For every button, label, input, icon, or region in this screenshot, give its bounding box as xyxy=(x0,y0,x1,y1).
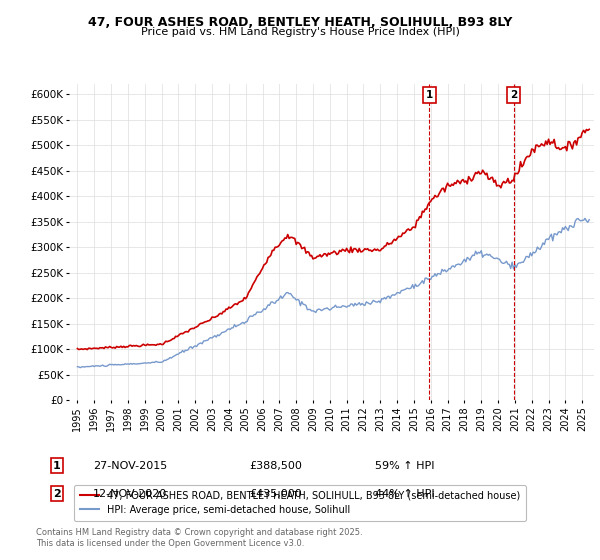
Text: 59% ↑ HPI: 59% ↑ HPI xyxy=(375,461,434,471)
Text: 2: 2 xyxy=(510,90,517,100)
Text: 1: 1 xyxy=(426,90,433,100)
Text: 47, FOUR ASHES ROAD, BENTLEY HEATH, SOLIHULL, B93 8LY: 47, FOUR ASHES ROAD, BENTLEY HEATH, SOLI… xyxy=(88,16,512,29)
Text: 2: 2 xyxy=(53,489,61,499)
Text: 44% ↑ HPI: 44% ↑ HPI xyxy=(375,489,434,499)
Text: 27-NOV-2015: 27-NOV-2015 xyxy=(93,461,167,471)
Text: Contains HM Land Registry data © Crown copyright and database right 2025.
This d: Contains HM Land Registry data © Crown c… xyxy=(36,528,362,548)
Text: £435,000: £435,000 xyxy=(249,489,302,499)
Text: 12-NOV-2020: 12-NOV-2020 xyxy=(93,489,167,499)
Legend: 47, FOUR ASHES ROAD, BENTLEY HEATH, SOLIHULL, B93 8LY (semi-detached house), HPI: 47, FOUR ASHES ROAD, BENTLEY HEATH, SOLI… xyxy=(74,485,526,520)
Text: £388,500: £388,500 xyxy=(249,461,302,471)
Text: Price paid vs. HM Land Registry's House Price Index (HPI): Price paid vs. HM Land Registry's House … xyxy=(140,27,460,37)
Text: 1: 1 xyxy=(53,461,61,471)
